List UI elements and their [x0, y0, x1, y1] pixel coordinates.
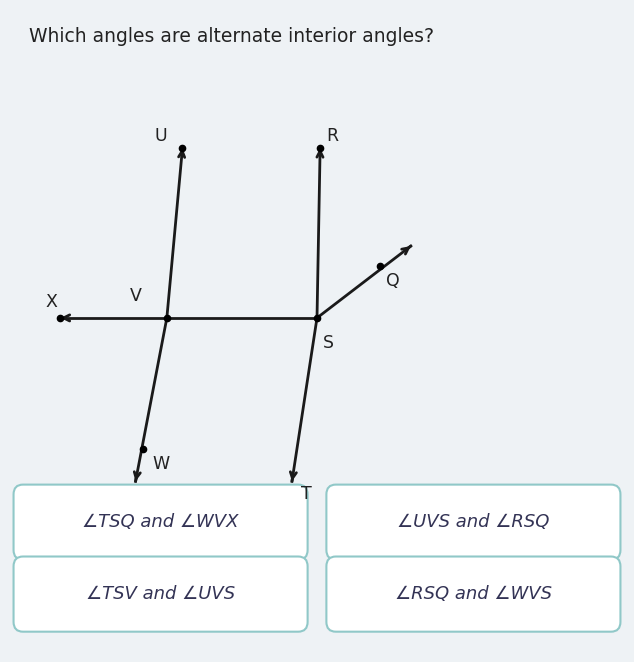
FancyBboxPatch shape	[13, 485, 307, 560]
FancyBboxPatch shape	[13, 557, 307, 632]
Text: V: V	[130, 287, 142, 305]
Text: ∠RSQ and ∠WVS: ∠RSQ and ∠WVS	[395, 585, 552, 603]
Text: W: W	[152, 455, 169, 473]
Text: Q: Q	[386, 272, 399, 290]
Text: T: T	[301, 485, 312, 502]
Text: ∠TSV and ∠UVS: ∠TSV and ∠UVS	[86, 585, 235, 603]
Text: Which angles are alternate interior angles?: Which angles are alternate interior angl…	[29, 27, 434, 46]
FancyBboxPatch shape	[327, 485, 621, 560]
Text: R: R	[327, 126, 339, 145]
Text: ∠UVS and ∠RSQ: ∠UVS and ∠RSQ	[398, 513, 550, 531]
FancyBboxPatch shape	[327, 557, 621, 632]
Text: ∠TSQ and ∠WVX: ∠TSQ and ∠WVX	[82, 513, 239, 531]
Text: U: U	[154, 126, 167, 145]
Text: X: X	[46, 293, 57, 311]
Text: S: S	[323, 334, 334, 352]
